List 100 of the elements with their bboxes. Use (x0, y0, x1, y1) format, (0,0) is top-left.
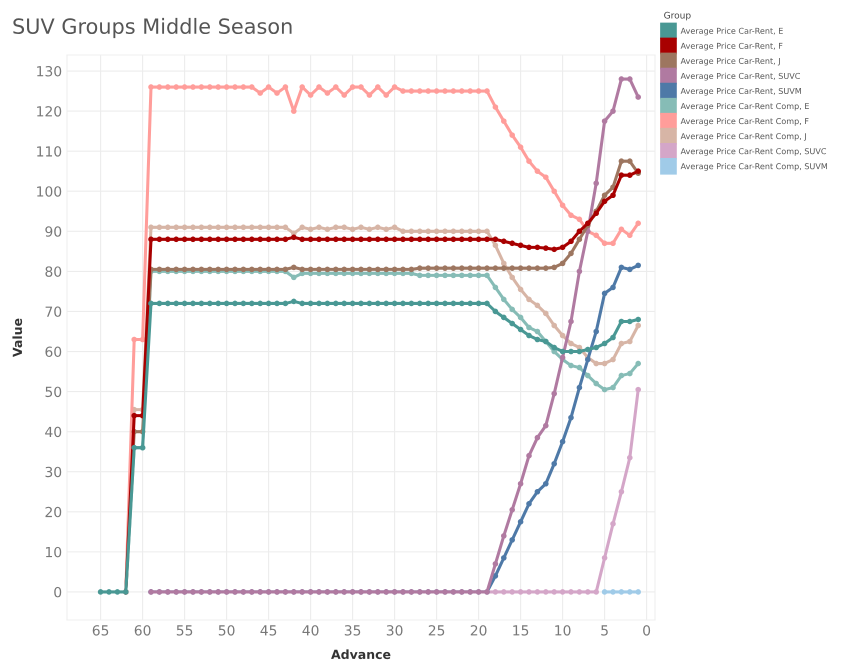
y-tick-label: 40 (45, 426, 62, 438)
y-axis-title: Value (12, 318, 22, 357)
point (627, 454, 633, 460)
y-tick-label: 80 (45, 266, 62, 277)
point (400, 88, 406, 94)
point (434, 88, 440, 94)
point (526, 501, 532, 507)
point (618, 76, 624, 82)
legend-label: Average Price Car-Rent Comp, F (680, 118, 808, 126)
point (291, 274, 297, 280)
point (560, 438, 566, 444)
point (249, 84, 255, 90)
point (383, 92, 389, 98)
point (501, 555, 507, 561)
x-tick-label: 10 (555, 625, 571, 636)
legend-label: Average Price Car-Rent, SUVC (680, 72, 800, 81)
point (484, 88, 490, 94)
point (593, 232, 599, 238)
x-tick-label: 55 (176, 625, 192, 636)
point (308, 92, 314, 98)
point (408, 88, 414, 94)
point (476, 272, 482, 278)
point (551, 589, 557, 595)
point (551, 390, 557, 396)
point (534, 168, 540, 174)
point (425, 272, 431, 278)
point (417, 272, 423, 278)
legend-label: Average Price Car-Rent Comp, SUVC (680, 148, 826, 156)
point (501, 296, 507, 302)
point (551, 460, 557, 466)
legend-label: Average Price Car-Rent Comp, J (680, 132, 806, 141)
point (618, 488, 624, 495)
point (518, 314, 524, 320)
point (568, 589, 574, 595)
y-tick-label: 30 (46, 466, 62, 478)
point (190, 84, 196, 90)
point (610, 589, 616, 595)
legend-label: Average Price Car-Rent, SUVM (680, 88, 801, 96)
point (635, 94, 641, 100)
point (366, 92, 372, 98)
x-tick-label: 60 (134, 625, 151, 636)
x-tick-label: 20 (470, 625, 487, 636)
point (358, 84, 364, 90)
point (576, 589, 582, 595)
x-tick-label: 50 (218, 625, 235, 636)
point (509, 589, 515, 595)
point (568, 414, 574, 420)
point (350, 84, 356, 90)
y-tick-label: 110 (37, 146, 62, 157)
point (627, 370, 633, 376)
point (450, 88, 456, 94)
point (635, 589, 641, 595)
point (585, 589, 591, 595)
point (232, 84, 238, 90)
x-tick-label: 0 (643, 625, 650, 636)
point (492, 589, 498, 595)
point (534, 434, 540, 440)
point (576, 268, 582, 274)
point (602, 118, 608, 124)
point (492, 284, 498, 290)
point (618, 372, 624, 378)
point (425, 88, 431, 94)
point (543, 422, 549, 428)
point (333, 84, 339, 90)
point (518, 589, 524, 595)
point (602, 386, 608, 392)
legend-label: Average Price Car-Rent Comp, SUVM (680, 163, 828, 171)
point (610, 284, 616, 290)
legend-label: Average Price Car-Rent, E (680, 28, 783, 36)
point (635, 220, 641, 226)
y-tick-label: 50 (46, 386, 62, 398)
y-tick-label: 90 (45, 226, 62, 237)
point (240, 84, 246, 90)
legend-label: Average Price Car-Rent, F (680, 42, 782, 50)
point (518, 144, 524, 150)
point (602, 290, 608, 296)
point (518, 480, 524, 487)
point (534, 589, 540, 595)
point (182, 84, 188, 90)
point (585, 372, 591, 378)
point (224, 84, 230, 90)
x-tick-label: 65 (92, 625, 108, 636)
point (610, 384, 616, 390)
y-tick-label: 120 (37, 106, 62, 117)
point (375, 84, 381, 90)
point (627, 589, 633, 595)
point (257, 90, 263, 96)
legend-label: Average Price Car-Rent Comp, E (680, 102, 809, 111)
point (635, 386, 641, 392)
point (627, 232, 633, 238)
point (551, 188, 557, 194)
point (509, 132, 515, 138)
point (593, 380, 599, 386)
point (593, 328, 599, 334)
point (442, 272, 448, 278)
point (526, 589, 532, 595)
point (450, 272, 456, 278)
point (266, 84, 272, 90)
point (509, 306, 515, 312)
point (602, 589, 608, 595)
